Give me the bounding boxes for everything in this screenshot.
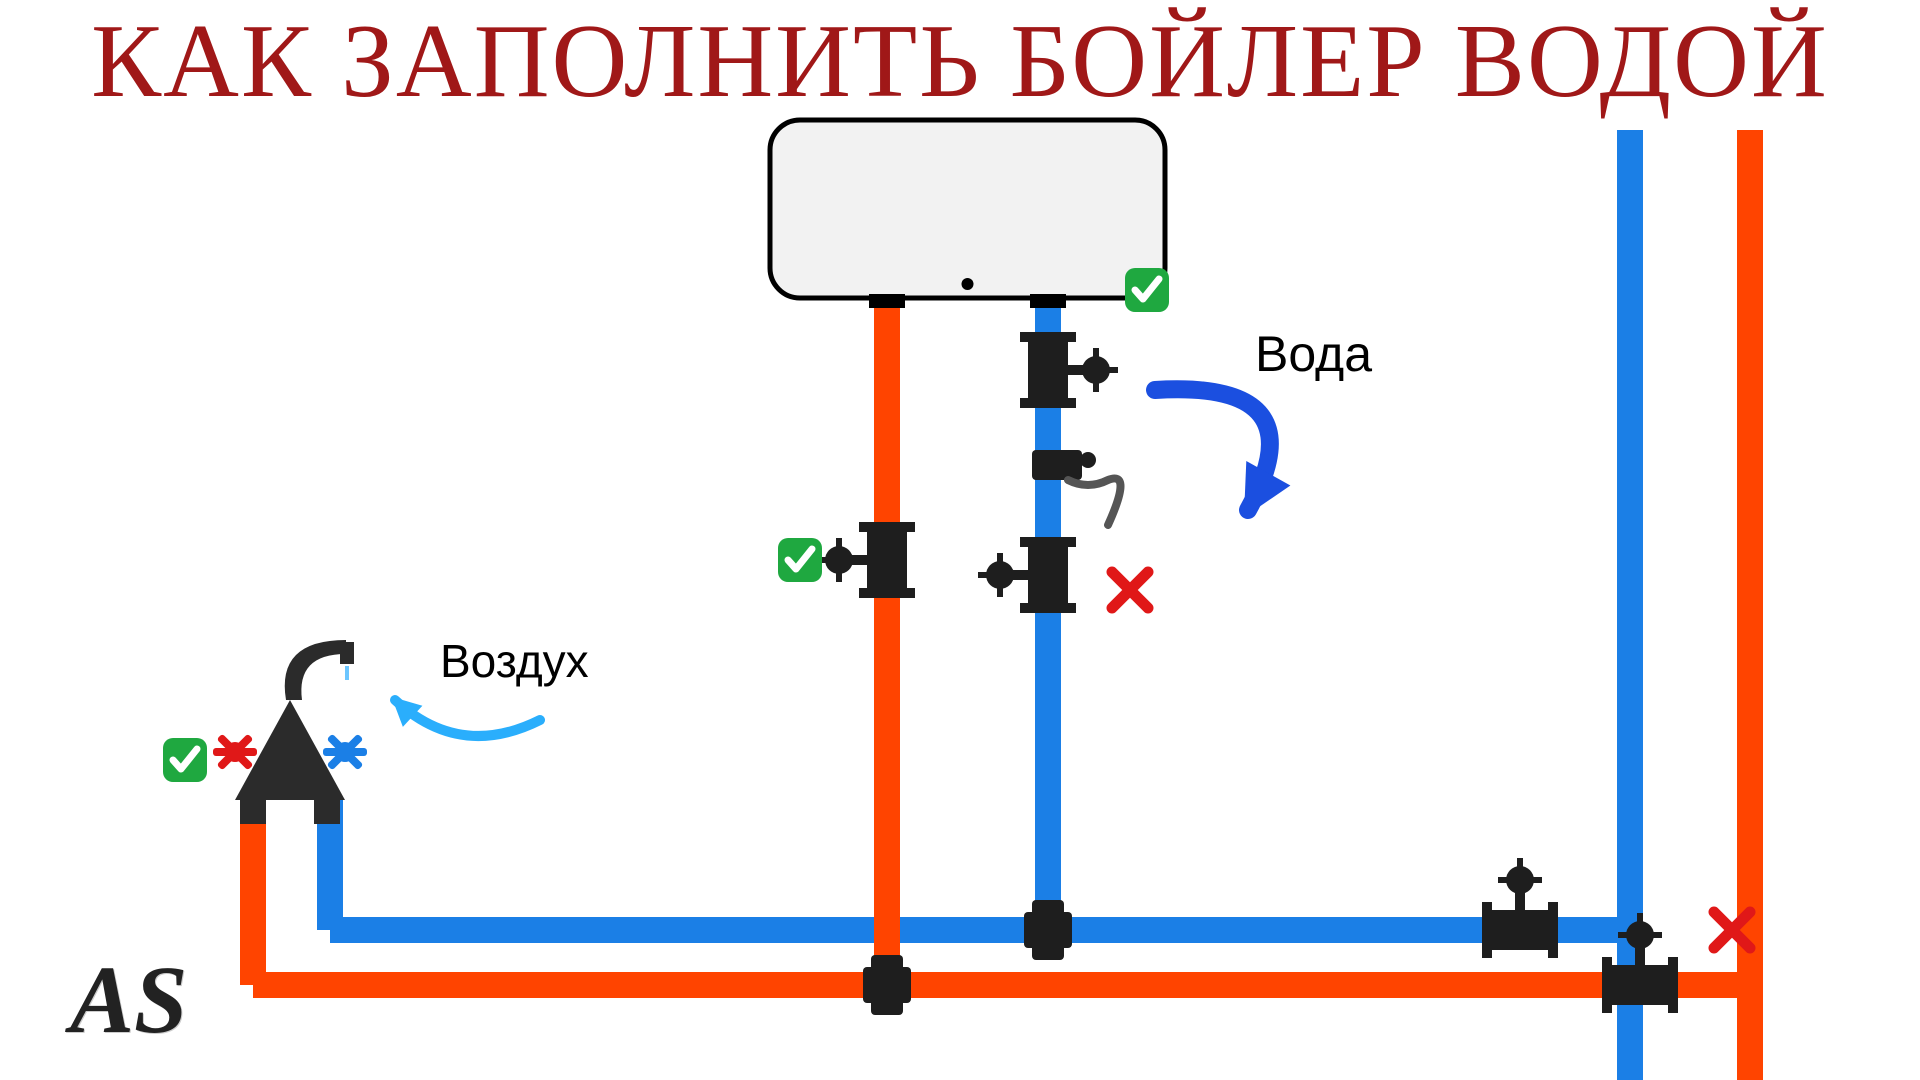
drain-hose — [1068, 478, 1121, 525]
cold_boiler_valve_mid — [978, 537, 1076, 613]
diagram-stage: КАК ЗАПОЛНИТЬ БОЙЛЕР ВОДОЙ Воздух Вода A… — [0, 0, 1920, 1080]
cross-icon — [1112, 572, 1148, 608]
hot_boiler_valve — [817, 522, 915, 598]
cold_boiler_valve_top — [1020, 332, 1118, 408]
air-label: Воздух — [440, 634, 589, 688]
check-icon — [1125, 268, 1169, 312]
cold_riser_branch_valve — [1482, 858, 1558, 958]
boiler-tank — [770, 120, 1165, 298]
water-label: Вода — [1255, 325, 1372, 383]
faucet-icon — [213, 640, 367, 824]
page-title: КАК ЗАПОЛНИТЬ БОЙЛЕР ВОДОЙ — [0, 0, 1920, 121]
diagram-svg — [0, 0, 1920, 1080]
check-icon — [778, 538, 822, 582]
relief-valve — [1032, 450, 1082, 480]
watermark: AS — [70, 944, 187, 1055]
check-icon — [163, 738, 207, 782]
